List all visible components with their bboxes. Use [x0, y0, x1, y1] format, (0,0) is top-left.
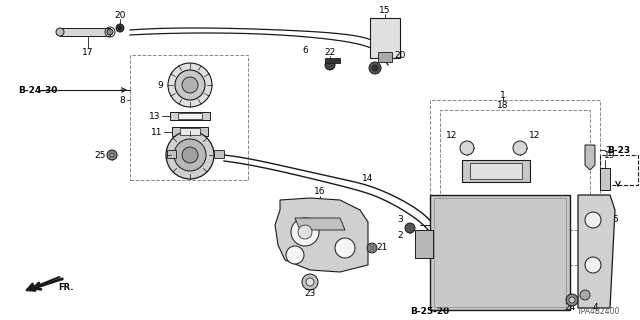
- Circle shape: [513, 141, 527, 155]
- Text: 20: 20: [115, 11, 125, 20]
- Text: 1: 1: [500, 91, 506, 100]
- Circle shape: [175, 70, 205, 100]
- Circle shape: [405, 223, 415, 233]
- Polygon shape: [172, 127, 208, 136]
- Bar: [458, 200, 474, 216]
- Text: 9: 9: [157, 81, 163, 90]
- Bar: [600, 155, 638, 185]
- Text: 10: 10: [534, 204, 546, 212]
- Circle shape: [286, 246, 304, 264]
- Bar: [518, 200, 534, 216]
- Polygon shape: [325, 58, 340, 63]
- Bar: [415, 230, 433, 258]
- Polygon shape: [60, 28, 110, 36]
- Bar: [470, 163, 522, 179]
- Bar: [434, 198, 566, 307]
- Circle shape: [182, 147, 198, 163]
- Bar: [130, 55, 248, 180]
- Text: 14: 14: [362, 173, 374, 182]
- Text: 11: 11: [151, 127, 163, 137]
- Polygon shape: [180, 128, 200, 135]
- Polygon shape: [170, 112, 210, 120]
- Text: 7: 7: [605, 146, 611, 155]
- Circle shape: [585, 257, 601, 273]
- Circle shape: [306, 278, 314, 286]
- Circle shape: [369, 62, 381, 74]
- Circle shape: [174, 139, 206, 171]
- Circle shape: [182, 77, 198, 93]
- Circle shape: [367, 243, 377, 253]
- Text: 23: 23: [304, 290, 316, 299]
- Circle shape: [580, 290, 590, 300]
- Circle shape: [569, 297, 575, 303]
- Bar: [430, 195, 570, 310]
- Polygon shape: [275, 198, 368, 272]
- Bar: [167, 150, 176, 158]
- Text: TPA4B2400: TPA4B2400: [577, 308, 620, 316]
- Bar: [440, 110, 590, 230]
- Text: 8: 8: [119, 95, 125, 105]
- Text: 19: 19: [604, 150, 616, 159]
- Circle shape: [325, 60, 335, 70]
- Polygon shape: [295, 218, 345, 230]
- Circle shape: [118, 26, 122, 30]
- Polygon shape: [578, 195, 615, 308]
- Text: 5: 5: [612, 215, 618, 225]
- Circle shape: [298, 225, 312, 239]
- Text: 3: 3: [397, 215, 403, 225]
- Text: B-25-20: B-25-20: [410, 308, 450, 316]
- Bar: [600, 168, 610, 190]
- Text: B-23: B-23: [607, 146, 630, 155]
- Bar: [462, 160, 530, 182]
- Text: 10: 10: [441, 204, 452, 212]
- Text: 25: 25: [94, 150, 106, 159]
- Text: 22: 22: [324, 47, 335, 57]
- Circle shape: [585, 212, 601, 228]
- Polygon shape: [585, 145, 595, 170]
- Text: 18: 18: [497, 100, 509, 109]
- Text: 12: 12: [529, 131, 541, 140]
- Text: 13: 13: [149, 111, 161, 121]
- Text: 6: 6: [302, 45, 308, 54]
- Polygon shape: [178, 113, 202, 119]
- Bar: [214, 150, 224, 158]
- Circle shape: [107, 150, 117, 160]
- Text: 21: 21: [376, 244, 388, 252]
- Text: B-24-30: B-24-30: [18, 85, 58, 94]
- Circle shape: [166, 131, 214, 179]
- Circle shape: [110, 153, 114, 157]
- Circle shape: [56, 28, 64, 36]
- Text: 4: 4: [592, 303, 598, 313]
- Text: 24: 24: [564, 303, 575, 313]
- Text: 15: 15: [380, 5, 391, 14]
- Bar: [430, 100, 600, 265]
- Circle shape: [460, 141, 474, 155]
- Circle shape: [372, 65, 378, 71]
- Bar: [378, 52, 392, 62]
- Text: 20: 20: [394, 51, 406, 60]
- Circle shape: [291, 218, 319, 246]
- Text: 16: 16: [314, 188, 326, 196]
- Circle shape: [168, 63, 212, 107]
- Text: 2: 2: [397, 230, 403, 239]
- Text: 17: 17: [83, 47, 93, 57]
- Bar: [370, 18, 400, 58]
- Circle shape: [335, 238, 355, 258]
- Text: FR.: FR.: [58, 283, 74, 292]
- Circle shape: [107, 29, 113, 35]
- Circle shape: [116, 24, 124, 32]
- Circle shape: [566, 294, 578, 306]
- Circle shape: [302, 274, 318, 290]
- Text: 12: 12: [446, 131, 458, 140]
